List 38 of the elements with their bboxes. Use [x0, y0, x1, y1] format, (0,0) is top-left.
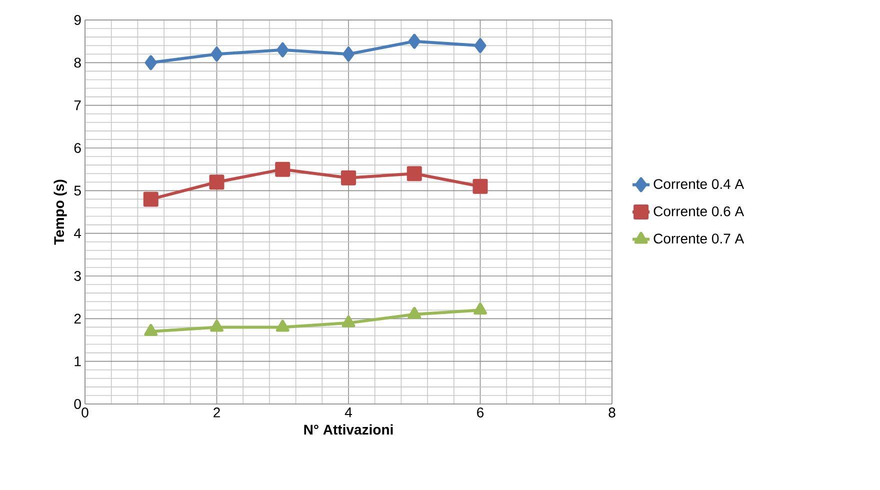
point [275, 162, 290, 177]
y-tick-label: 0 [74, 399, 81, 409]
point [210, 320, 224, 332]
legend-label: Corrente 0.6 A [654, 206, 744, 216]
x-tick-label: 6 [477, 408, 484, 418]
point [144, 324, 158, 336]
x-axis-title: N° Attivazioni [304, 424, 393, 435]
y-tick-label: 4 [74, 228, 82, 238]
point [143, 192, 158, 207]
point [408, 34, 420, 49]
point [472, 178, 488, 194]
point [474, 38, 486, 54]
point [408, 306, 422, 319]
point [474, 302, 487, 315]
legend-label: Corrente 0.7 A [654, 234, 744, 244]
y-tick-label: 1 [74, 356, 81, 366]
x-tick-label: 0 [82, 408, 88, 418]
y-axis-title: Tempo (s) [54, 180, 67, 245]
x-tick-label: 8 [608, 408, 616, 418]
y-tick-label: 7 [74, 100, 81, 110]
point [276, 42, 289, 58]
x-tick-label: 4 [344, 408, 352, 418]
legend-label: Corrente 0.4 A [654, 179, 744, 189]
y-tick-label: 6 [74, 143, 81, 153]
point [144, 55, 157, 70]
point [341, 170, 356, 186]
point [276, 320, 290, 332]
point [406, 166, 422, 182]
y-tick-label: 5 [74, 186, 81, 196]
y-tick-label: 9 [74, 15, 81, 25]
y-tick-label: 8 [74, 58, 81, 68]
point [209, 174, 224, 190]
point [210, 46, 223, 62]
y-tick-label: 3 [74, 271, 81, 281]
point [342, 315, 356, 328]
y-tick-label: 2 [74, 314, 81, 324]
point [342, 46, 354, 62]
x-tick-label: 2 [214, 408, 220, 418]
